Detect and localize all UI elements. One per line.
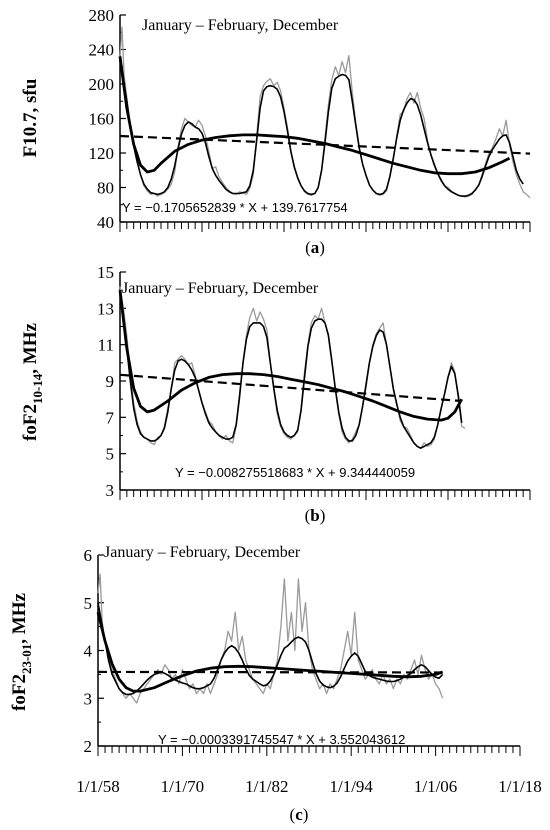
series-raw-line (97, 573, 444, 704)
x-tick-label: 1/1/06 (414, 777, 457, 796)
series-fit-line (118, 56, 511, 176)
y-tick-label: 200 (89, 75, 115, 94)
y-axis-label-subscript: 23-01 (19, 644, 34, 674)
y-tick-label: 2 (84, 737, 93, 756)
panel-label: (c) (290, 805, 309, 824)
panel-label-close: ) (320, 506, 326, 525)
panel-label-close: ) (319, 238, 325, 257)
series-trend-line (119, 134, 531, 155)
trend-equation: Y = −0.008275518683 * X + 9.344440059 (175, 465, 415, 480)
y-tick-label: 15 (97, 263, 114, 282)
y-axis-label-main: foF2 (9, 674, 30, 711)
x-tick-label: 1/1/82 (245, 777, 288, 796)
y-tick-label: 4 (84, 642, 93, 661)
y-axis-label-unit: , MHz (20, 322, 41, 373)
y-tick-label: 280 (89, 6, 115, 25)
y-axis-label-unit: , MHz (9, 592, 30, 643)
series-smoothed-line (119, 56, 524, 197)
series-fit-line (118, 290, 463, 422)
x-tick-label: 1/1/18 (498, 777, 541, 796)
y-tick-label: 5 (106, 445, 115, 464)
panel-label-open: ( (290, 805, 296, 824)
y-axis-label: foF210-14, MHz (20, 322, 45, 440)
series-raw-line (119, 286, 466, 449)
panel-label: (b) (305, 506, 326, 525)
y-axis-label-subscript: 10-14 (30, 373, 45, 404)
y-tick-label: 6 (84, 546, 93, 565)
y-axis-label: foF223-01, MHz (9, 592, 34, 710)
y-axis-label: F10.7, sfu (20, 78, 41, 157)
y-tick-label: 11 (98, 336, 114, 355)
y-tick-label: 3 (84, 689, 93, 708)
panel-b: 3 5 7 9 11 13 15 foF210-14, MHz January – Februa… (20, 263, 531, 525)
y-tick-label: 3 (106, 481, 115, 500)
y-tick-label: 240 (89, 41, 115, 60)
y-tick-label: 9 (106, 372, 115, 391)
x-tick-label: 1/1/58 (76, 777, 119, 796)
series-trend-line (119, 373, 462, 403)
trend-equation: Y = −0.1705652839 * X + 139.7617754 (122, 200, 348, 215)
y-tick-label: 80 (97, 179, 114, 198)
series-trend-line (97, 670, 443, 674)
panel-label-open: ( (305, 506, 311, 525)
trend-equation: Y = −0.0003391745547 * X + 3.552043612 (158, 732, 405, 747)
panel-label-close: ) (303, 805, 309, 824)
season-annotation: January – February, December (122, 280, 319, 297)
y-tick-label: 120 (89, 144, 115, 163)
panel-label-letter: a (311, 238, 320, 257)
y-tick-label: 5 (84, 594, 93, 613)
y-tick-label: 7 (106, 408, 115, 427)
series-smoothed-line (119, 290, 463, 450)
y-tick-label: 160 (89, 110, 115, 129)
series-smoothed-line (97, 602, 444, 696)
panel-label-letter: b (310, 506, 319, 525)
season-annotation: January – February, December (104, 544, 301, 561)
y-axis-label-main: foF2 (20, 404, 41, 441)
x-tick-label: 1/1/70 (161, 777, 204, 796)
panel-label-open: ( (305, 238, 311, 257)
panel-label: (a) (305, 238, 325, 257)
y-tick-label: 40 (97, 213, 114, 232)
y-tick-label: 13 (97, 299, 114, 318)
y-axis-label-main: F10.7, sfu (20, 78, 41, 157)
series-fit-line (96, 611, 444, 693)
panel-c: 2 3 4 5 6 foF223-01, MHz January – February, D… (9, 544, 521, 824)
season-annotation: January – February, December (142, 17, 339, 34)
x-tick-label: 1/1/94 (329, 777, 373, 796)
panel-label-letter: c (295, 805, 303, 824)
panel-a: 40 80 120 160 200 240 280 F10.7, sfu January – F… (20, 6, 531, 257)
